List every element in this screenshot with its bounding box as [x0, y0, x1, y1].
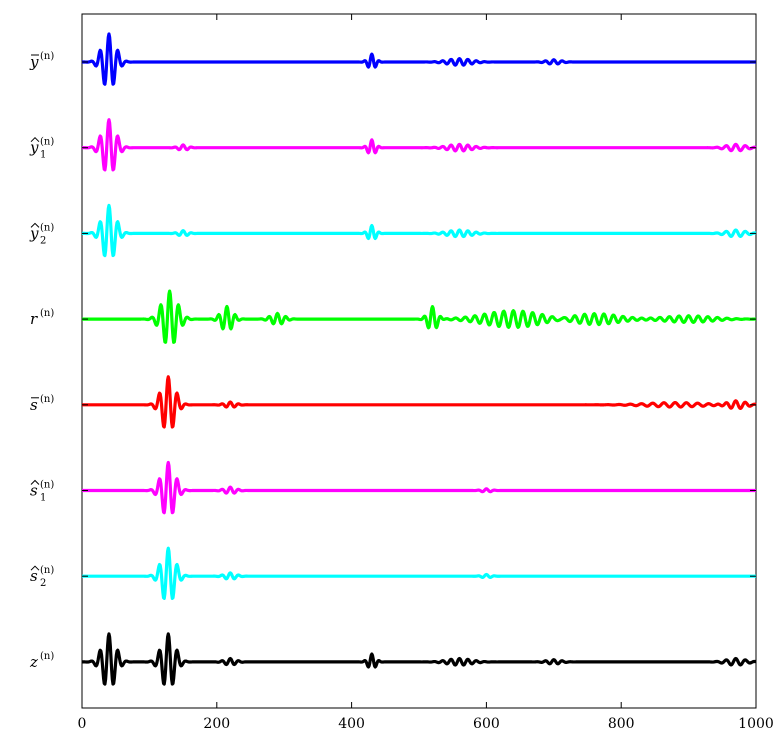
- series-label-subscript: 1: [40, 150, 46, 161]
- series-label-superscript: (n): [40, 51, 54, 62]
- plot-frame: [81, 13, 757, 709]
- series-line: [81, 118, 757, 172]
- label-hat-accent: [30, 136, 40, 143]
- series-label-superscript: (n): [40, 480, 54, 491]
- label-hat-accent: [30, 565, 40, 571]
- series-label-base: y: [29, 139, 39, 157]
- series-label-base: s: [30, 482, 38, 500]
- series-label-base: s: [30, 396, 38, 414]
- series-line: [81, 289, 757, 344]
- series-label-subscript: 1: [40, 493, 46, 504]
- series-label: s (n) 2: [30, 565, 54, 589]
- series-line: [81, 546, 757, 600]
- series-line: [81, 632, 757, 686]
- series-label-superscript: (n): [40, 565, 54, 576]
- series-label: s (n) 1: [30, 480, 54, 504]
- label-hat-accent: [30, 222, 40, 228]
- series-line: [81, 375, 757, 429]
- x-tick-label: 800: [608, 716, 635, 732]
- series-label-base: y: [29, 224, 39, 242]
- x-tick-label: 400: [338, 716, 365, 732]
- series-label-base: s: [30, 567, 38, 585]
- x-tick-label: 0: [78, 716, 87, 732]
- series-label: y (n) 2: [29, 222, 54, 246]
- series-label-base: y: [29, 53, 39, 71]
- series-line: [81, 203, 757, 258]
- series-label-subscript: 2: [40, 235, 46, 246]
- series-label-superscript: (n): [40, 308, 54, 319]
- label-hat-accent: [30, 479, 40, 485]
- series-line: [81, 32, 757, 86]
- x-tick-label: 600: [473, 716, 500, 732]
- x-tick-label: 200: [203, 716, 230, 732]
- series-label: y (n) 1: [29, 137, 54, 161]
- series-label: y (n): [29, 51, 54, 71]
- series-label-subscript: 2: [40, 578, 46, 589]
- series-label: s (n): [30, 394, 54, 414]
- series-label-superscript: (n): [40, 222, 54, 233]
- series-label-base: r: [30, 310, 38, 328]
- series-label: r (n): [30, 308, 54, 328]
- series-line: [81, 460, 757, 515]
- series-label-base: z: [29, 653, 38, 671]
- series-label-superscript: (n): [40, 394, 54, 405]
- series-label-superscript: (n): [40, 137, 54, 148]
- x-tick-label: 1000: [738, 716, 774, 732]
- series-label: z (n): [29, 651, 54, 671]
- series-label-superscript: (n): [40, 651, 54, 662]
